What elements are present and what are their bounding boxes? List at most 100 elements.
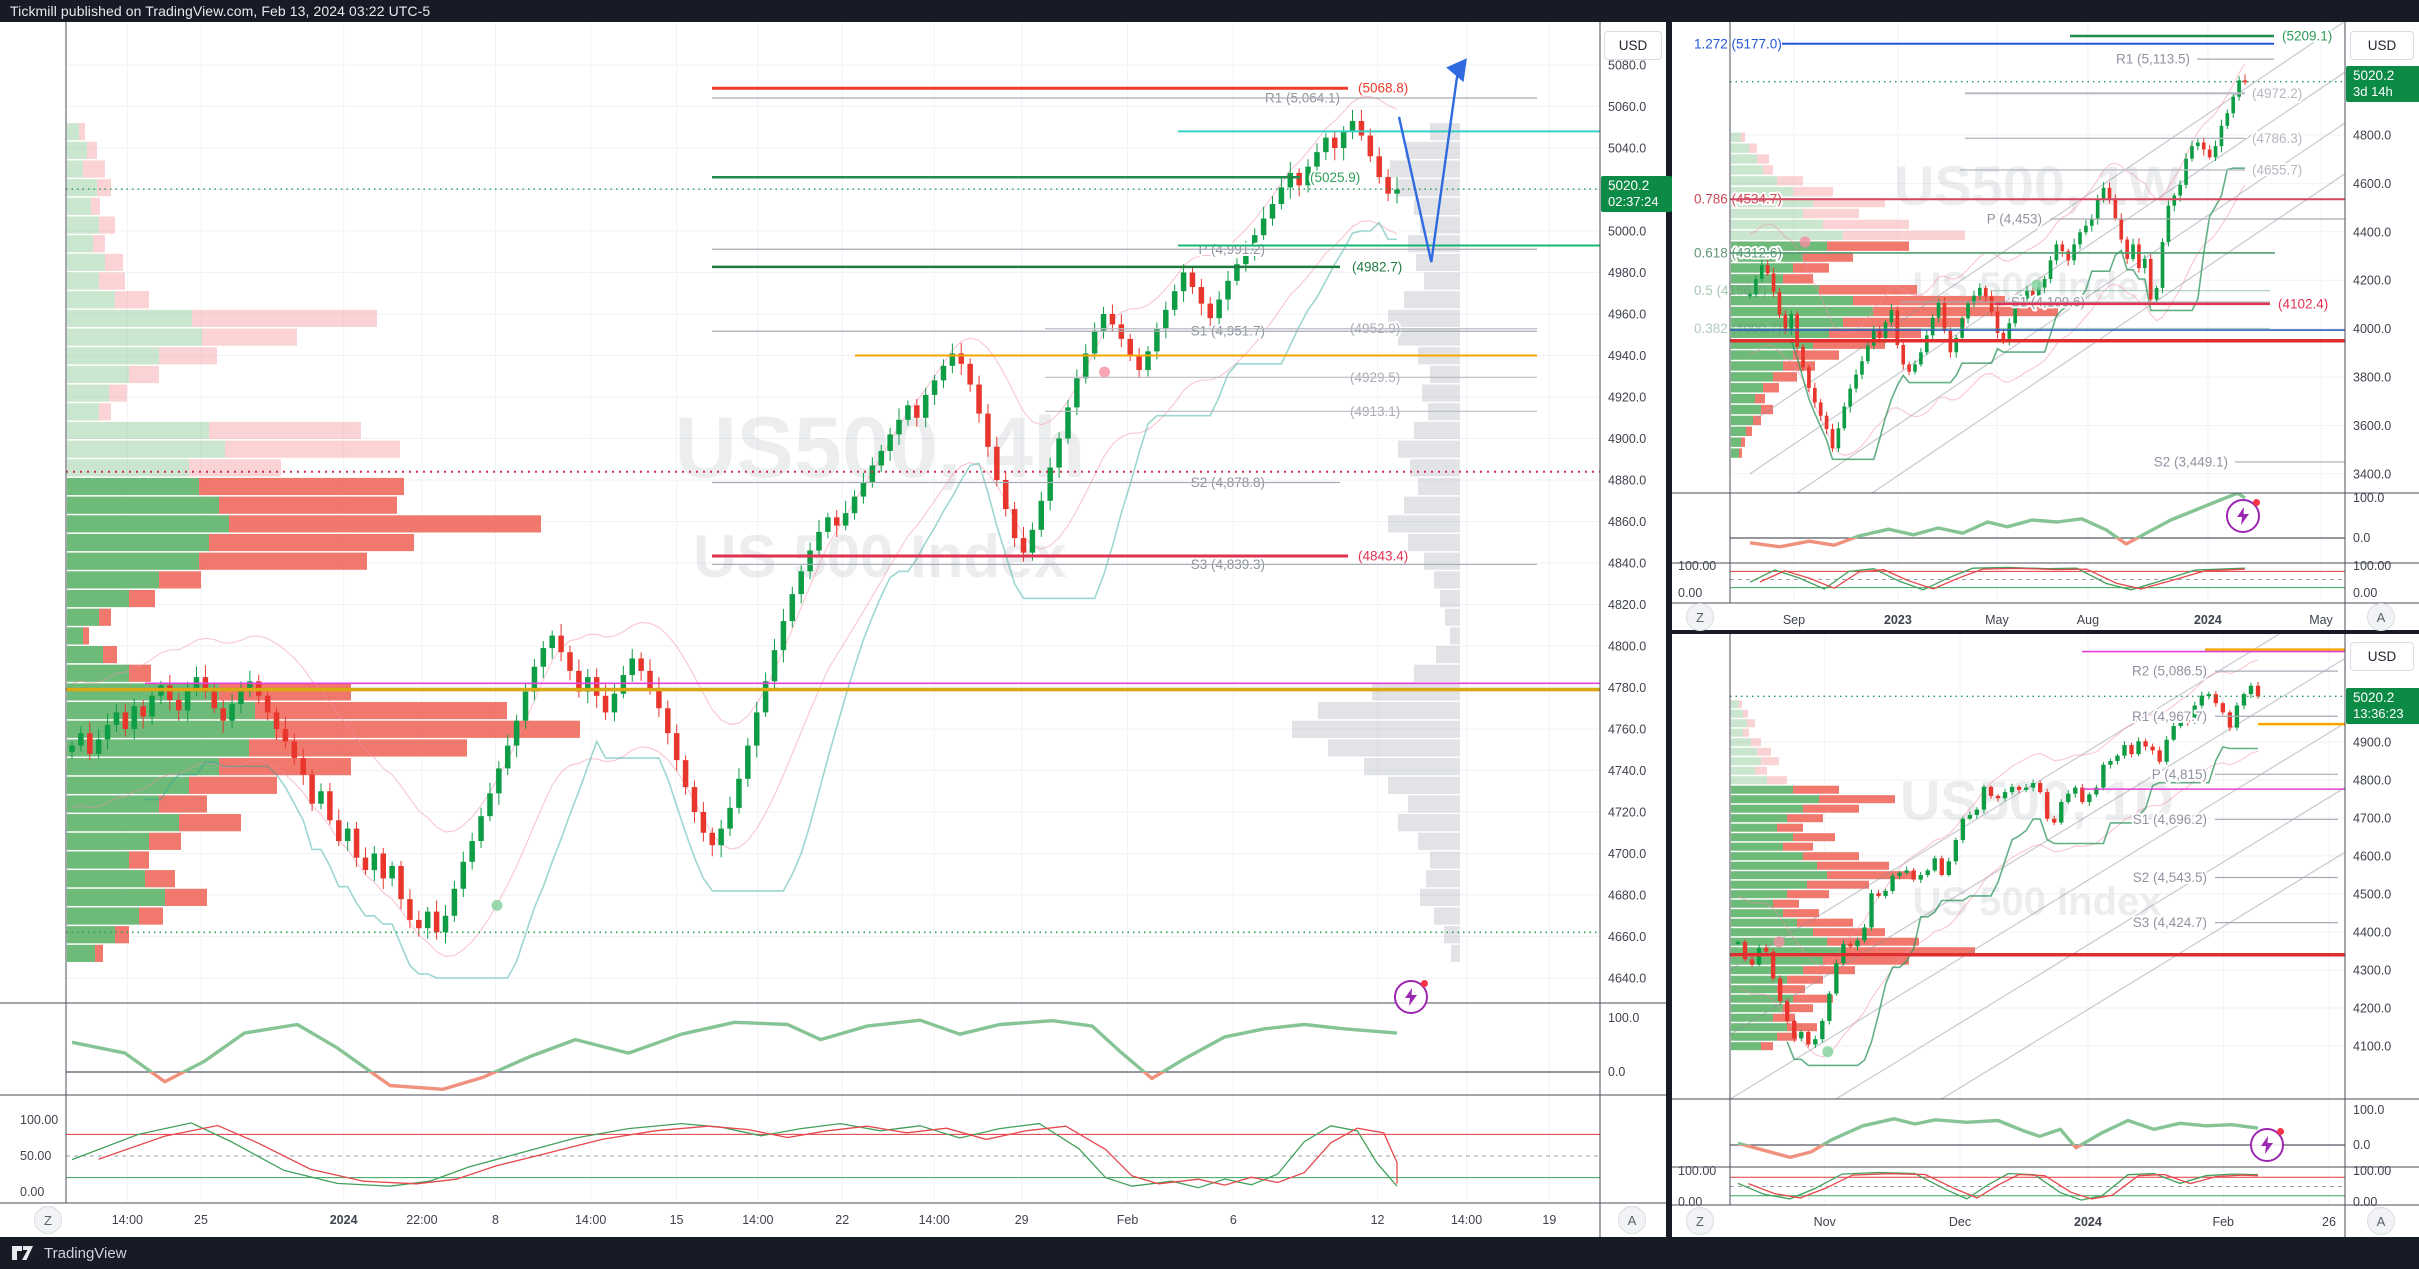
svg-text:100.0: 100.0 [2353, 491, 2384, 505]
svg-text:22: 22 [835, 1213, 849, 1227]
time-axis[interactable]: 14:00 25 2024 22:00 8 14:00 15 14:00 22 14:00 29 Fe… [112, 1213, 1557, 1227]
svg-text:4660.0: 4660.0 [1608, 930, 1646, 944]
svg-text:4720.0: 4720.0 [1608, 806, 1646, 820]
watermark-symbol: US500, 1D [1900, 769, 2174, 832]
price-tag-weekly: 5020.2 3d 14h [2346, 66, 2419, 102]
svg-text:May: May [2309, 613, 2333, 627]
price-pane [1731, 22, 2345, 493]
svg-text:0.0: 0.0 [2353, 1138, 2370, 1152]
svg-text:4200.0: 4200.0 [2353, 1002, 2391, 1016]
svg-text:50.00: 50.00 [20, 1149, 51, 1163]
svg-text:4840.0: 4840.0 [1608, 557, 1646, 571]
svg-text:4940.0: 4940.0 [1608, 349, 1646, 363]
svg-text:0.0: 0.0 [2353, 531, 2370, 545]
svg-text:4200.0: 4200.0 [2353, 274, 2391, 288]
svg-text:2023: 2023 [1884, 613, 1912, 627]
level-label: (4843.4) [1358, 548, 1408, 563]
auto-scale-button-daily[interactable]: A [2367, 1207, 2395, 1235]
svg-text:0.00: 0.00 [20, 1185, 44, 1199]
last-price-main: 5020.2 [1608, 178, 1650, 193]
flash-idea-icon-daily[interactable] [2250, 1128, 2284, 1162]
level-label: (4655.7) [2252, 162, 2302, 177]
price-pane [1730, 634, 2345, 1099]
auto-scale-button-weekly[interactable]: A [2367, 603, 2395, 631]
svg-text:14:00: 14:00 [742, 1213, 773, 1227]
level-label: R1 (4,967.7) [2132, 709, 2207, 724]
svg-text:4100.0: 4100.0 [2353, 1040, 2391, 1054]
price-axis[interactable]: 5080.05060.05040.05020.05000.04980.04960… [1608, 59, 1646, 1080]
level-label: 0.382 (4000.7) [1694, 321, 1782, 336]
svg-text:5000.0: 5000.0 [1608, 225, 1646, 239]
svg-text:22:00: 22:00 [406, 1213, 437, 1227]
svg-text:Sep: Sep [1783, 613, 1805, 627]
svg-text:0.0: 0.0 [1608, 1065, 1625, 1079]
svg-text:29: 29 [1015, 1213, 1029, 1227]
svg-text:100.0: 100.0 [1608, 1011, 1639, 1025]
svg-text:4400.0: 4400.0 [2353, 926, 2391, 940]
timezone-button-weekly[interactable]: Z [1686, 603, 1714, 631]
level-label: (5025.9) [1310, 170, 1360, 185]
svg-text:3600.0: 3600.0 [2353, 419, 2391, 433]
level-label: P (4,453) [1987, 211, 2042, 226]
svg-text:2024: 2024 [2194, 613, 2222, 627]
timezone-button-main[interactable]: Z [34, 1206, 62, 1234]
svg-text:5040.0: 5040.0 [1608, 142, 1646, 156]
svg-text:4820.0: 4820.0 [1608, 598, 1646, 612]
svg-text:4800.0: 4800.0 [1608, 640, 1646, 654]
level-label: (5209.1) [2282, 28, 2332, 43]
price-pane [67, 95, 1460, 979]
currency-button-weekly[interactable]: USD [2350, 31, 2414, 60]
svg-text:0.00: 0.00 [2353, 586, 2377, 600]
last-price-weekly: 5020.2 [2353, 68, 2395, 83]
lightning-icon [2261, 1136, 2273, 1154]
chart-daily: US500, 1D US 500 Index R2 (5,086.5) R1 (4,9… [1672, 634, 2419, 1237]
svg-text:100.00: 100.00 [1678, 1164, 1716, 1178]
svg-text:4740.0: 4740.0 [1608, 764, 1646, 778]
svg-text:26: 26 [2322, 1215, 2336, 1229]
level-label: S1 (4,696.2) [2133, 812, 2207, 827]
flash-idea-icon-main[interactable] [1394, 980, 1428, 1014]
svg-text:4800.0: 4800.0 [2353, 774, 2391, 788]
svg-text:4900.0: 4900.0 [2353, 736, 2391, 750]
svg-text:4400.0: 4400.0 [2353, 225, 2391, 239]
stochastic-pane [1730, 566, 2345, 591]
svg-text:12: 12 [1371, 1213, 1385, 1227]
svg-text:0.00: 0.00 [1678, 586, 1702, 600]
currency-button-daily[interactable]: USD [2350, 642, 2414, 671]
timezone-button-daily[interactable]: Z [1686, 1207, 1714, 1235]
svg-text:3400.0: 3400.0 [2353, 467, 2391, 481]
svg-text:4920.0: 4920.0 [1608, 391, 1646, 405]
level-label: (4972.2) [2252, 86, 2302, 101]
svg-text:4900.0: 4900.0 [1608, 432, 1646, 446]
svg-text:5060.0: 5060.0 [1608, 100, 1646, 114]
svg-text:4640.0: 4640.0 [1608, 972, 1646, 986]
oscillator-pane [1730, 1117, 2345, 1159]
price-axis[interactable]: 4900.0 4800.0 4700.0 4600.0 4500.0 4400.0 4300… [2353, 736, 2391, 1210]
svg-text:4300.0: 4300.0 [2353, 964, 2391, 978]
level-label: S3 (4,424.7) [2133, 915, 2207, 930]
svg-text:Nov: Nov [1814, 1215, 1837, 1229]
svg-text:15: 15 [670, 1213, 684, 1227]
currency-button-main[interactable]: USD [1604, 31, 1662, 60]
price-tag-main: 5020.2 02:37:24 [1601, 176, 1672, 212]
svg-text:19: 19 [1542, 1213, 1556, 1227]
svg-text:25: 25 [194, 1213, 208, 1227]
svg-text:8: 8 [492, 1213, 499, 1227]
oscillator-pane [66, 1018, 1600, 1091]
auto-scale-button-main[interactable]: A [1618, 1206, 1646, 1234]
svg-text:4760.0: 4760.0 [1608, 723, 1646, 737]
time-axis[interactable]: Nov Dec 2024 Feb 26 [1814, 1215, 2336, 1229]
svg-text:14:00: 14:00 [575, 1213, 606, 1227]
time-axis[interactable]: Sep 2023 May Aug 2024 May [1783, 613, 2334, 627]
svg-text:100.00: 100.00 [20, 1113, 58, 1127]
stochastic-pane [66, 1122, 1600, 1189]
svg-text:4680.0: 4680.0 [1608, 889, 1646, 903]
price-axis[interactable]: 4800.0 4600.0 4400.0 4200.0 4000.0 3800.0 3600… [2353, 129, 2391, 601]
svg-text:4800.0: 4800.0 [2353, 129, 2391, 143]
svg-text:4960.0: 4960.0 [1608, 308, 1646, 322]
flash-idea-icon-weekly[interactable] [2226, 499, 2260, 533]
svg-text:4880.0: 4880.0 [1608, 474, 1646, 488]
